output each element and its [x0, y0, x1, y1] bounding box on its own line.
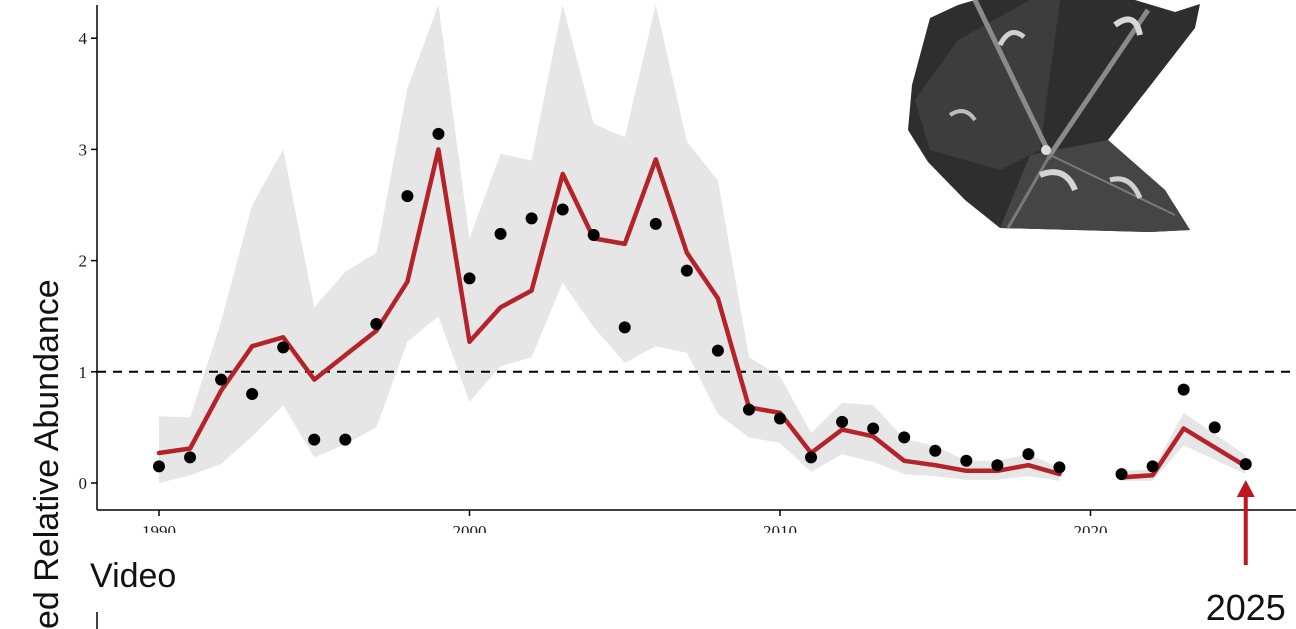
data-point-2011 — [805, 451, 818, 464]
data-point-2021 — [1115, 468, 1128, 481]
data-point-1999 — [432, 127, 445, 140]
trend-line — [156, 147, 1249, 480]
data-point-2023 — [1177, 383, 1190, 396]
data-point-2009 — [742, 403, 755, 416]
annotation-arrow — [1236, 480, 1255, 565]
y-axis-title: ed Relative Abundance — [28, 279, 66, 629]
data-point-2002 — [525, 212, 538, 225]
y-tick-label-2: 2 — [79, 252, 88, 271]
data-point-2012 — [836, 415, 849, 428]
line-segment-0 — [156, 147, 1062, 477]
data-point-2024 — [1208, 421, 1221, 434]
data-point-2018 — [1022, 448, 1035, 461]
data-point-2016 — [960, 454, 973, 467]
data-point-1991 — [184, 451, 197, 464]
annotation-arrow-head — [1236, 480, 1255, 497]
data-point-1998 — [401, 190, 414, 203]
data-points — [153, 127, 1252, 481]
line-segment-1 — [1119, 426, 1249, 480]
y-tick-label-1: 1 — [79, 363, 88, 382]
data-point-2014 — [898, 431, 911, 444]
y-tick-label-0: 0 — [79, 474, 88, 493]
data-point-1992 — [215, 373, 228, 386]
data-point-1990 — [153, 460, 165, 473]
panel-label: Video — [90, 557, 176, 595]
data-point-1993 — [246, 388, 259, 401]
data-point-2017 — [991, 459, 1004, 472]
data-point-2004 — [587, 229, 600, 242]
data-point-2015 — [929, 444, 942, 457]
net-trap-image — [908, 0, 1200, 232]
data-point-1995 — [308, 433, 321, 446]
data-point-2008 — [711, 344, 724, 357]
data-point-2000 — [463, 272, 476, 285]
band-segment-0 — [159, 4, 1060, 484]
data-point-2022 — [1146, 460, 1159, 473]
y-tick-label-3: 3 — [79, 140, 88, 159]
label-clip — [0, 533, 1296, 629]
data-point-2003 — [556, 203, 569, 216]
y-tick-label-4: 4 — [79, 29, 88, 48]
data-point-2005 — [618, 321, 631, 334]
data-point-2013 — [867, 422, 880, 435]
data-point-2007 — [680, 264, 693, 277]
data-point-2006 — [649, 217, 662, 230]
data-point-2001 — [494, 227, 507, 240]
y-ticks: 0 1 2 3 4 — [79, 29, 97, 493]
annotation-label: 2025 — [1206, 587, 1286, 628]
data-point-2019 — [1053, 461, 1066, 474]
data-point-1994 — [277, 341, 290, 354]
data-point-2025 — [1239, 458, 1252, 471]
band-segment-1 — [1121, 412, 1246, 481]
data-point-2010 — [774, 412, 786, 425]
data-point-1996 — [339, 433, 352, 446]
data-point-1997 — [370, 317, 383, 330]
